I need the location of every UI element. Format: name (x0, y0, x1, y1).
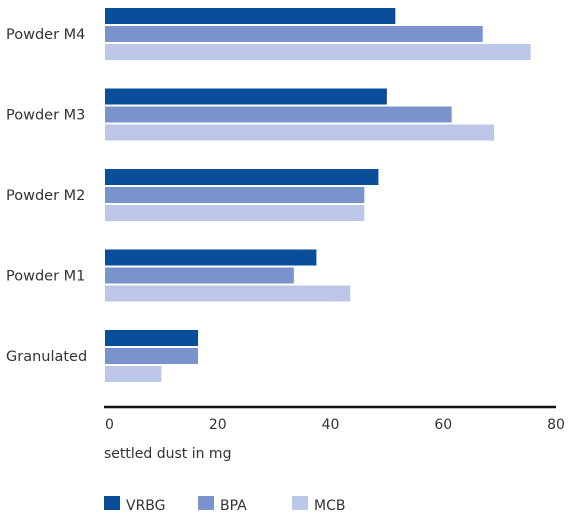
x-axis-title: settled dust in mg (104, 446, 231, 462)
category-label-powder-m3: Powder M3 (6, 108, 85, 124)
category-label-powder-m1: Powder M1 (6, 269, 85, 285)
bar-granulated-mcb (105, 366, 162, 382)
legend-swatch-bpa (198, 496, 214, 510)
x-tick-label-20: 20 (209, 417, 227, 433)
bar-powder-m4-vrbg (105, 8, 396, 24)
bar-powder-m2-bpa (105, 187, 365, 203)
x-tick-label-40: 40 (322, 417, 340, 433)
bar-powder-m2-vrbg (105, 169, 379, 185)
bar-powder-m1-bpa (105, 267, 294, 284)
bar-granulated-bpa (105, 348, 199, 364)
legend-label-bpa: BPA (220, 498, 247, 514)
legend-swatch-vrbg (104, 496, 120, 510)
bar-powder-m4-bpa (105, 26, 483, 42)
category-label-powder-m4: Powder M4 (6, 27, 85, 43)
bar-powder-m3-mcb (105, 124, 494, 141)
bar-powder-m4-mcb (105, 44, 531, 60)
legend: VRBG BPA MCB (104, 496, 345, 514)
bar-powder-m1-mcb (105, 285, 351, 302)
x-tick-label-0: 0 (105, 417, 114, 433)
category-label-granulated: Granulated (6, 349, 87, 365)
bar-powder-m2-mcb (105, 205, 365, 221)
bar-granulated-vrbg (105, 330, 199, 346)
category-labels: Powder M4 Powder M3 Powder M2 Powder M1 Gran… (6, 27, 87, 365)
legend-label-vrbg: VRBG (126, 498, 166, 514)
x-axis-ticks: 0 20 40 60 80 (105, 417, 565, 433)
x-tick-label-80: 80 (547, 417, 565, 433)
category-label-powder-m2: Powder M2 (6, 188, 85, 204)
bars-layer (105, 8, 531, 382)
legend-swatch-mcb (292, 496, 308, 510)
bar-powder-m3-bpa (105, 106, 452, 123)
x-tick-label-60: 60 (434, 417, 452, 433)
bar-powder-m3-vrbg (105, 88, 387, 105)
bar-powder-m1-vrbg (105, 249, 317, 266)
legend-label-mcb: MCB (314, 498, 345, 514)
